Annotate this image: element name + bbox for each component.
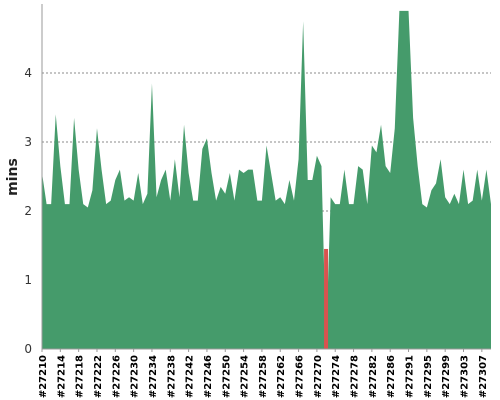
x-tick-label: #27291 <box>405 355 416 398</box>
x-tick-label: #27307 <box>478 355 489 398</box>
x-tick-label: #27250 <box>221 355 232 398</box>
x-tick-label: #27266 <box>295 355 306 398</box>
x-tick-label: #27262 <box>276 355 287 398</box>
x-tick-label: #27254 <box>240 355 251 398</box>
x-axis: #27210 #27214 #27218 #27222 #27226 #27230 #272… <box>38 348 491 398</box>
x-tick-label: #27295 <box>423 355 434 398</box>
x-tick-label: #27258 <box>258 355 269 398</box>
y-axis: 0 1 2 3 4 <box>24 4 43 356</box>
x-tick-label: #27278 <box>350 355 361 398</box>
duration-area <box>42 10 491 350</box>
y-axis-label: mins <box>5 158 21 196</box>
x-tick-label: #27226 <box>111 355 122 398</box>
x-tick-label: #27222 <box>93 355 104 398</box>
x-tick-label: #27210 <box>38 355 49 398</box>
x-tick-label: #27274 <box>331 355 342 398</box>
x-tick-label: #27234 <box>148 355 159 398</box>
x-tick-label: #27286 <box>386 355 397 398</box>
y-tick-label: 1 <box>24 273 32 287</box>
failed-build-marker <box>324 248 329 349</box>
x-tick-label: #27242 <box>185 355 196 398</box>
x-tick-label: #27282 <box>368 355 379 398</box>
y-tick-label: 0 <box>24 342 32 356</box>
x-tick-label: #27299 <box>441 355 452 398</box>
x-tick-label: #27303 <box>460 355 471 398</box>
y-tick-label: 2 <box>24 204 32 218</box>
x-tick-label: #27246 <box>203 355 214 398</box>
y-tick-label: 3 <box>24 135 32 149</box>
x-tick-label: #27214 <box>56 355 67 398</box>
y-tick-label: 4 <box>24 66 32 80</box>
area-series <box>42 10 491 350</box>
x-tick-label: #27270 <box>313 355 324 398</box>
x-tick-label: #27238 <box>166 355 177 398</box>
x-tick-label: #27218 <box>75 355 86 398</box>
x-tick-label: #27230 <box>130 355 141 398</box>
